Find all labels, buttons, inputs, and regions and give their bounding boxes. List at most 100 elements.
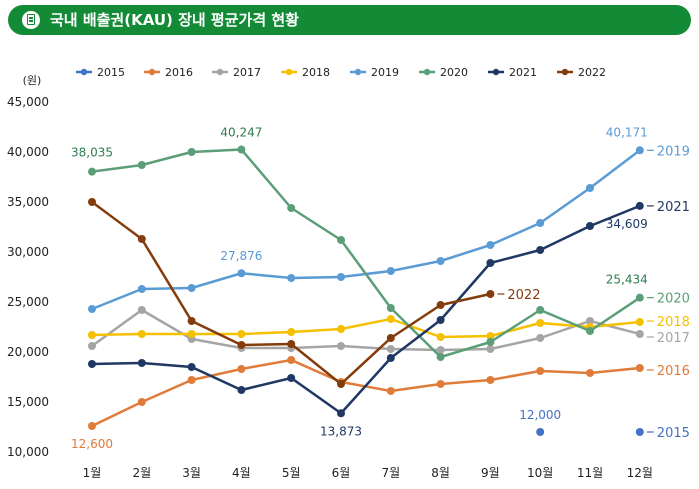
data-point [287, 340, 296, 348]
legend-item-2019: 2019 [350, 66, 399, 79]
data-point [635, 293, 644, 302]
title-banner: 국내 배출권(KAU) 장내 평균가격 현황 [8, 5, 691, 35]
x-axis: 1월 2월 3월 4월 5월 6월 7월 8월 9월 10월 11월 12월 [83, 466, 653, 480]
data-point [88, 360, 96, 368]
data-point [436, 257, 445, 265]
data-point [88, 331, 96, 339]
x-tick-label: 2월 [132, 466, 151, 480]
y-tick-label: 25,000 [7, 295, 49, 309]
legend-item-2015: 2015 [76, 66, 125, 79]
data-point [237, 386, 246, 394]
legend-label: 2016 [165, 66, 193, 79]
data-point [287, 274, 296, 282]
data-label-2015: 12,000 [519, 408, 561, 422]
data-point [536, 319, 545, 327]
data-point [237, 330, 246, 338]
series-2020 [88, 145, 644, 361]
end-label-2017: 2017 [646, 331, 690, 346]
data-point [386, 304, 395, 312]
data-point [187, 376, 196, 384]
legend-label: 2022 [578, 66, 606, 79]
legend-marker [423, 68, 431, 76]
data-point [586, 327, 594, 335]
data-point [586, 317, 594, 325]
legend-label: 2018 [302, 66, 330, 79]
data-label-2021: 34,609 [606, 217, 648, 231]
legend-item-2017: 2017 [212, 66, 261, 79]
data-point [386, 334, 395, 342]
legend-marker [492, 68, 500, 76]
data-point [436, 353, 445, 361]
legend-label: 2017 [233, 66, 261, 79]
data-point [436, 316, 445, 324]
data-point [635, 330, 644, 338]
data-point [237, 341, 246, 349]
data-point [137, 330, 146, 338]
data-point [486, 345, 495, 353]
data-point [635, 428, 644, 436]
y-tick-label: 20,000 [7, 345, 49, 359]
data-point [287, 356, 296, 364]
data-point [88, 198, 96, 206]
data-point [88, 342, 96, 350]
data-point [635, 201, 644, 210]
data-labels: 12,600 38,035 40,247 27,876 13,873 12,000 40,1… [71, 125, 648, 451]
data-point [337, 342, 345, 350]
data-point [436, 346, 445, 354]
legend-item-2022: 2022 [557, 66, 606, 79]
data-point [536, 367, 545, 375]
end-label-2015: 2015 [646, 426, 690, 441]
y-tick-label: 40,000 [7, 145, 49, 159]
data-point [337, 325, 345, 333]
data-point [386, 345, 395, 353]
x-tick-label: 7월 [381, 466, 400, 480]
y-tick-label: 15,000 [7, 395, 49, 409]
data-point [237, 365, 246, 373]
data-point [486, 338, 495, 346]
data-point [635, 146, 644, 155]
legend-marker [148, 68, 156, 76]
legend-item-2021: 2021 [488, 66, 537, 79]
document-icon [22, 11, 40, 29]
legend-marker [216, 68, 224, 76]
x-tick-label: 12월 [627, 466, 653, 480]
series-line [91, 204, 641, 415]
y-tick-label: 45,000 [7, 95, 49, 109]
legend-label: 2021 [509, 66, 537, 79]
data-point [88, 167, 96, 176]
y-tick-label: 30,000 [7, 245, 49, 259]
end-label-2020: 2020 [646, 292, 690, 307]
y-unit-label: (원) [23, 74, 42, 87]
data-point [137, 235, 146, 243]
data-point [88, 305, 96, 313]
x-tick-label: 5월 [282, 466, 301, 480]
legend-item-2020: 2020 [419, 66, 468, 79]
x-tick-label: 10월 [527, 466, 553, 480]
data-label-2020: 40,247 [220, 126, 262, 140]
series-line [91, 149, 641, 311]
data-point [486, 376, 495, 384]
x-tick-label: 8월 [431, 466, 450, 480]
y-axis: 10,000 15,000 20,000 25,000 30,000 35,000 40,0… [7, 95, 49, 459]
data-label-2020: 25,434 [606, 273, 648, 287]
end-label-text: 2016 [657, 364, 690, 379]
data-point [337, 380, 345, 388]
data-label-2021: 13,873 [320, 424, 362, 438]
data-point [586, 184, 594, 192]
data-point [137, 161, 146, 169]
end-label-text: 2021 [657, 200, 690, 215]
data-point [187, 148, 196, 156]
data-point [486, 241, 495, 249]
x-tick-label: 9월 [481, 466, 500, 480]
data-point [486, 259, 495, 267]
end-label-text: 2018 [657, 315, 690, 330]
end-label-text: 2019 [657, 144, 690, 159]
series-line [91, 148, 641, 359]
legend-item-2018: 2018 [281, 66, 330, 79]
series-2021 [88, 201, 644, 418]
data-point [137, 398, 146, 406]
legend-label: 2019 [371, 66, 399, 79]
data-point [187, 317, 196, 325]
data-point [287, 374, 296, 382]
